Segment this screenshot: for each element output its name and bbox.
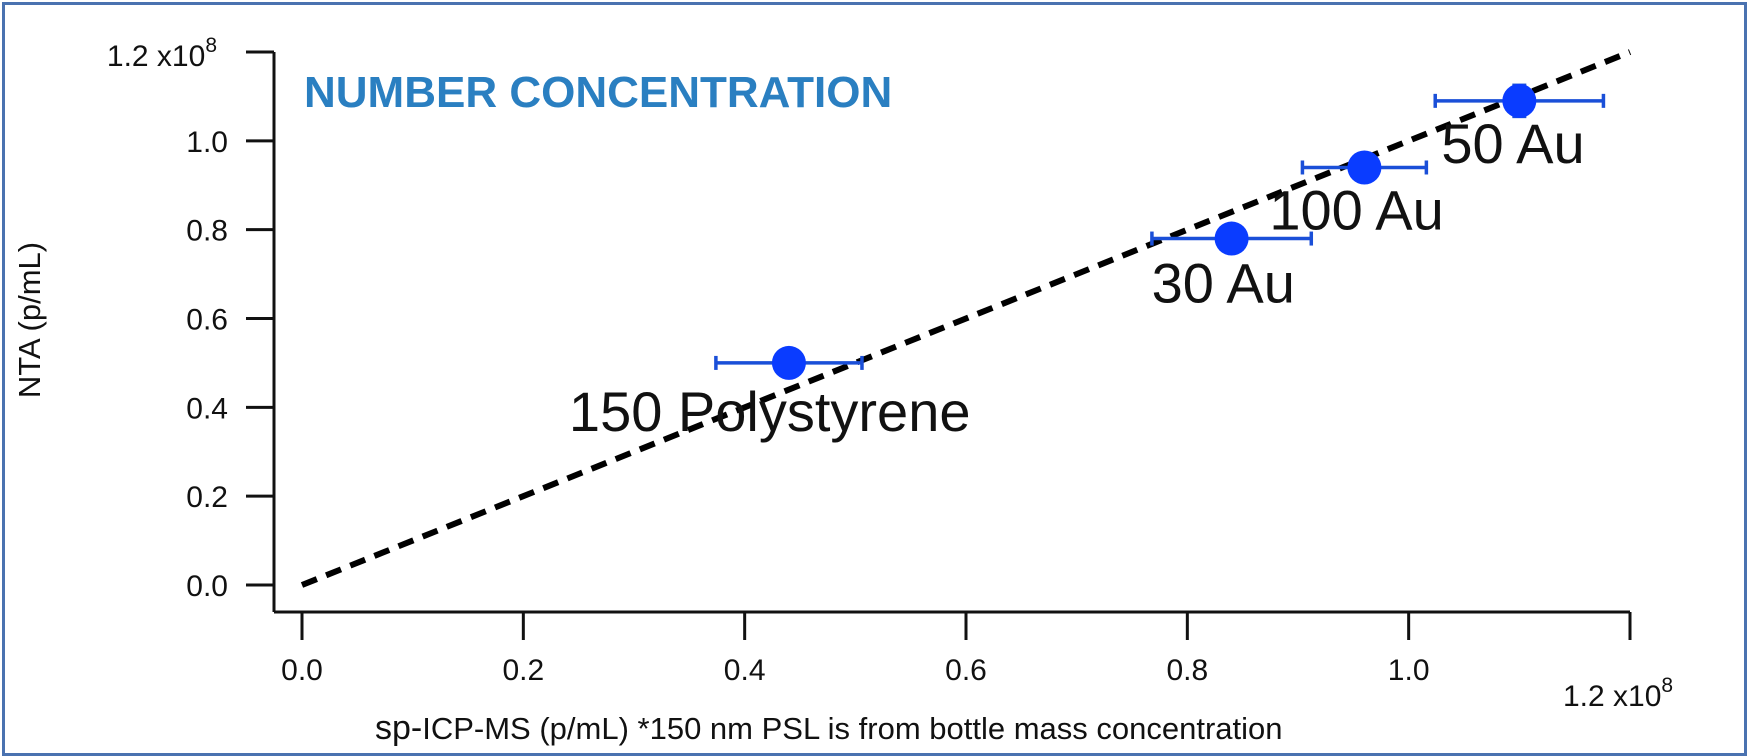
data-point-label: 50 Au — [1441, 112, 1584, 175]
x-tick-label: 0.8 — [1166, 654, 1208, 687]
data-point-group: 50 Au — [1433, 83, 1606, 175]
data-point-label: 150 Polystyrene — [569, 380, 971, 443]
data-point-label: 100 Au — [1269, 178, 1443, 241]
x-max-tick-label: 1.2 x108 — [1563, 674, 1673, 713]
y-max-tick-exponent: 8 — [205, 34, 217, 57]
x-axis-title: sp-ICP-MS (p/mL) *150 nm PSL is from bot… — [375, 709, 1283, 747]
y-ticks: 0.0 0.2 0.4 0.6 0.8 1.0 — [186, 50, 274, 603]
axes — [272, 52, 1630, 614]
y-tick-label: 0.8 — [186, 215, 228, 248]
data-point-group: 150 Polystyrene — [569, 345, 971, 443]
y-max-tick-base: 1.2 x10 — [107, 40, 205, 73]
reference-line — [300, 49, 1632, 588]
data-point-marker — [1347, 150, 1382, 185]
y-tick-label: 1.0 — [186, 126, 228, 159]
y-max-tick-label: 1.2 x108 — [107, 34, 217, 73]
data-point-group: 30 Au — [1150, 221, 1314, 315]
x-tick-label: 0.6 — [945, 654, 987, 687]
x-tick-label: 0.4 — [724, 654, 766, 687]
x-axis-title-text: ICP-MS (p/mL) *150 nm PSL is from bottle… — [422, 711, 1282, 746]
data-point-marker — [1502, 83, 1537, 118]
x-tick-label: 0.2 — [502, 654, 544, 687]
y-tick-label: 0.0 — [186, 570, 228, 603]
x-axis-title-prefix: sp- — [375, 709, 422, 747]
chart-title: NUMBER CONCENTRATION — [304, 68, 892, 117]
x-max-tick-exponent: 8 — [1661, 674, 1673, 697]
y-tick-label: 0.4 — [186, 392, 228, 425]
y-tick-label: 0.6 — [186, 304, 228, 337]
data-point-label: 30 Au — [1152, 252, 1295, 315]
x-tick-label: 0.0 — [281, 654, 323, 687]
y-tick-label: 0.2 — [186, 481, 228, 514]
x-max-tick-base: 1.2 x10 — [1563, 680, 1661, 713]
data-point-marker — [771, 345, 806, 380]
data-point-group: 100 Au — [1269, 150, 1444, 241]
x-tick-label: 1.0 — [1388, 654, 1430, 687]
data-point-marker — [1214, 221, 1249, 256]
y-axis-title: NTA (p/mL) — [12, 242, 47, 398]
x-ticks: 0.0 0.2 0.4 0.6 0.8 1.0 — [281, 612, 1632, 687]
